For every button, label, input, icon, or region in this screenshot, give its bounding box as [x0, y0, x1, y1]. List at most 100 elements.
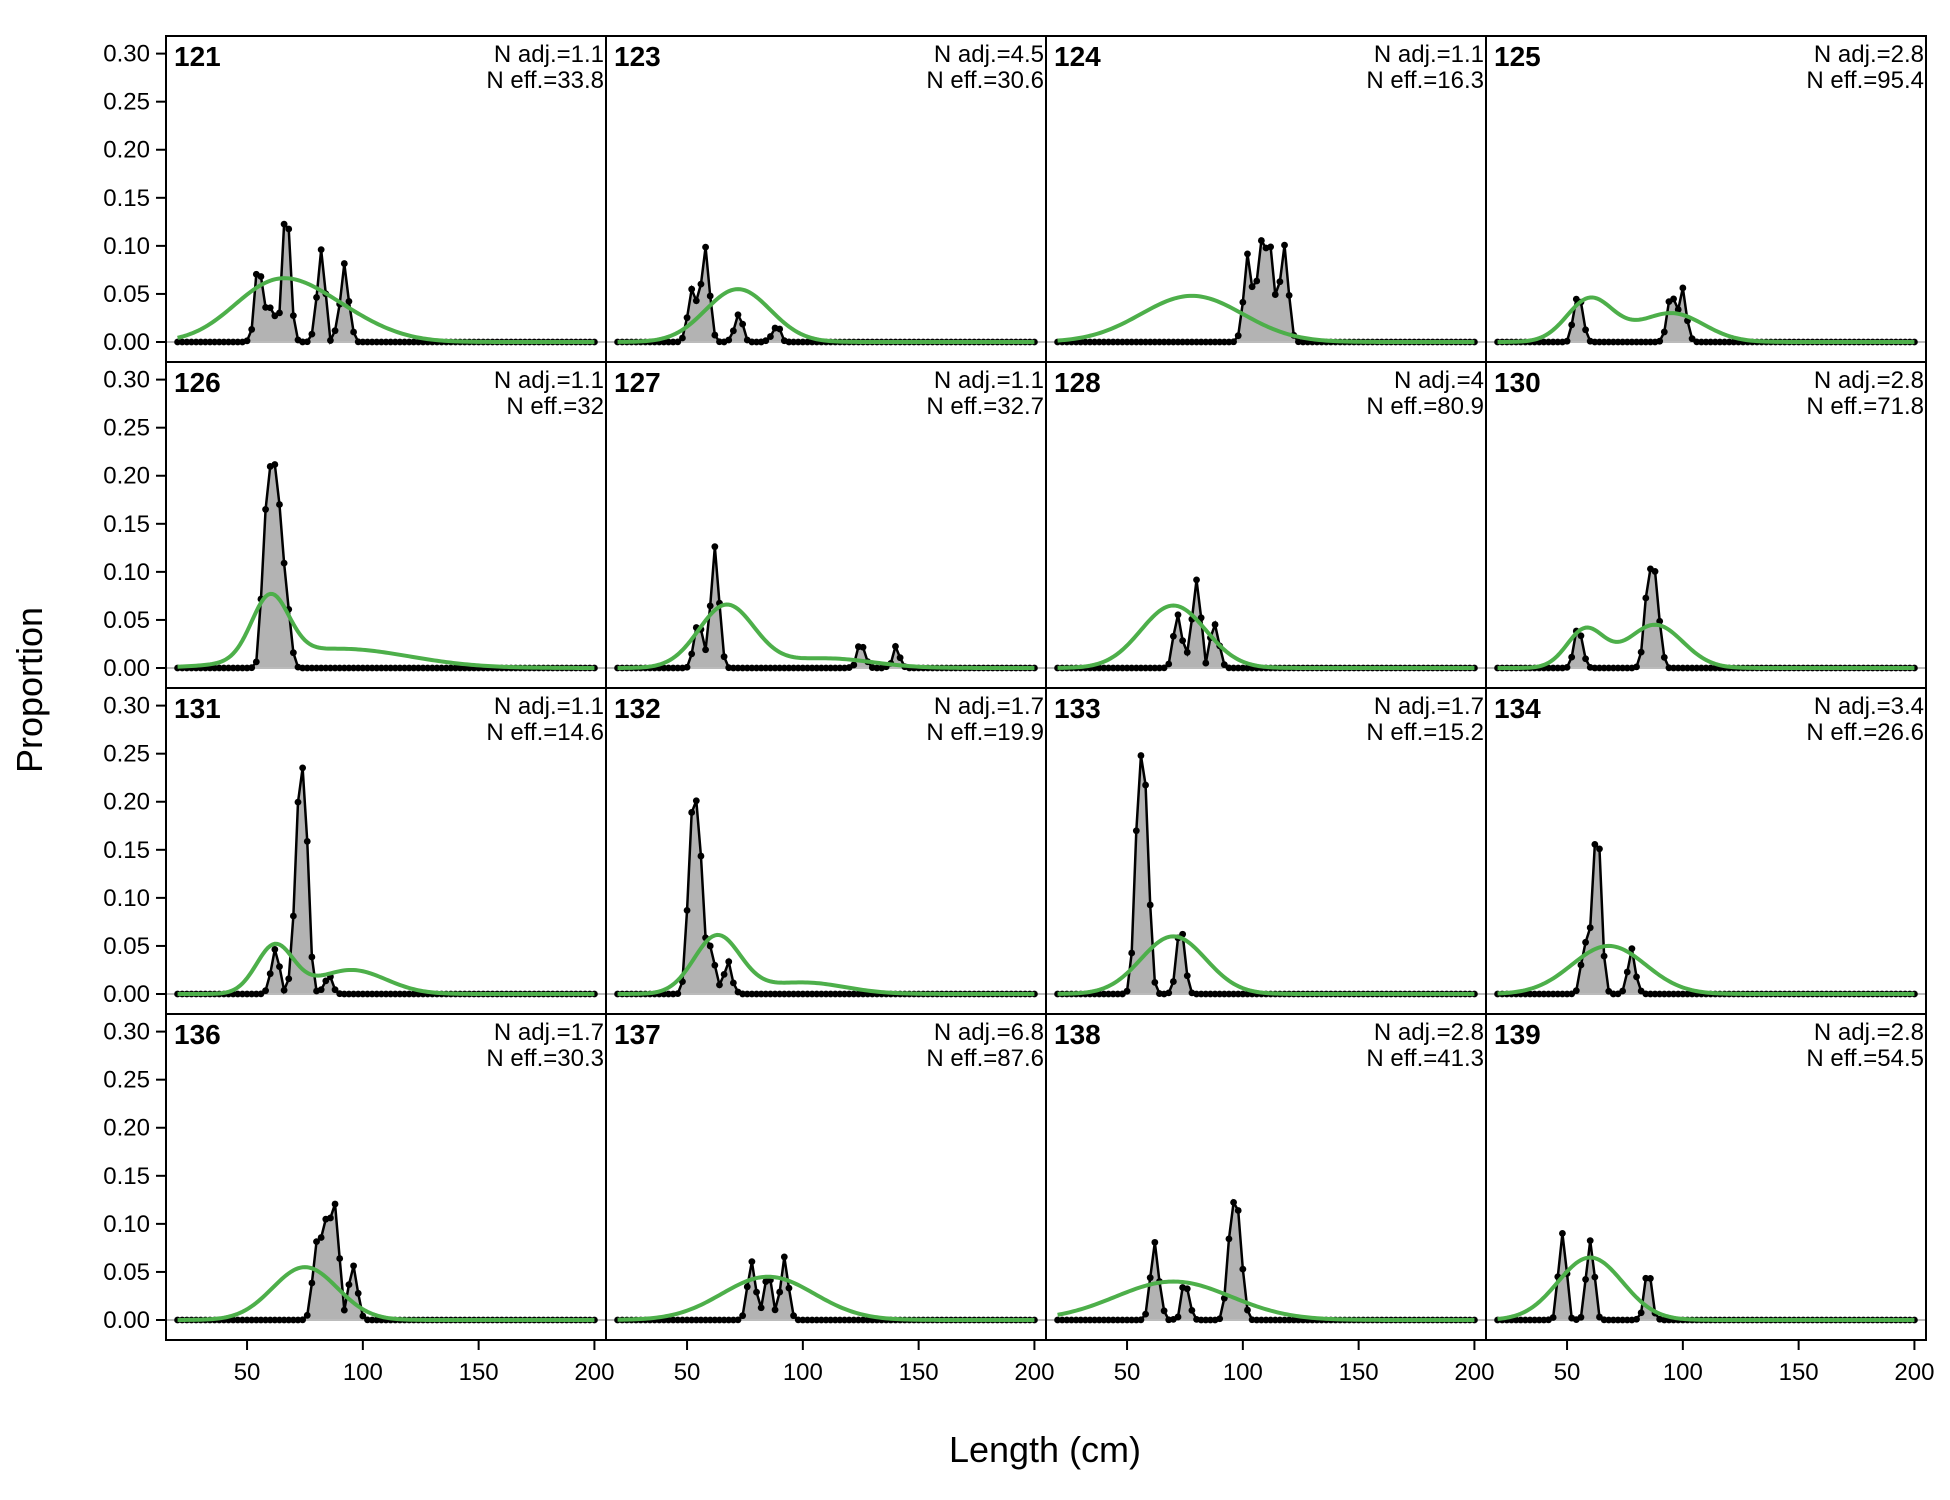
panel-id-label: 138 [1054, 1019, 1101, 1050]
observed-area [177, 224, 595, 342]
observed-point [1151, 979, 1159, 986]
panel-id-label: 124 [1054, 41, 1101, 72]
observed-point [1151, 1238, 1159, 1246]
y-tick-label: 0.25 [103, 89, 150, 116]
y-tick-label: 0.00 [103, 329, 150, 356]
n-adj-label: N adj.=1.7 [934, 693, 1044, 720]
observed-point [1183, 1285, 1191, 1293]
observed-point [1628, 945, 1636, 953]
y-tick-label: 0.25 [103, 1067, 150, 1094]
y-tick-label: 0.10 [103, 233, 150, 260]
observed-point [248, 664, 256, 672]
observed-point [692, 297, 700, 305]
n-eff-label: N eff.=19.9 [926, 719, 1044, 746]
observed-point [1216, 1315, 1224, 1323]
n-eff-label: N eff.=33.8 [486, 67, 604, 94]
observed-point [1197, 614, 1205, 622]
observed-point [276, 309, 283, 317]
observed-point [1586, 924, 1594, 932]
observed-point [1146, 901, 1154, 909]
panel-132: 132 N adj.=1.7N eff.=19.9 [605, 687, 1047, 1015]
observed-line [177, 1203, 595, 1322]
n-adj-label: N adj.=1.1 [934, 367, 1044, 394]
x-tick-label: 200 [1014, 1359, 1054, 1386]
observed-line [1057, 579, 1475, 670]
observed-point [1679, 284, 1687, 292]
observed-point [294, 798, 302, 806]
panel-id-label: 123 [614, 41, 661, 72]
observed-point [1577, 961, 1585, 969]
observed-point [1633, 1315, 1640, 1323]
panel-134: 134 N adj.=3.4N eff.=26.6 [1485, 687, 1927, 1015]
n-adj-label: N adj.=4 [1394, 367, 1484, 394]
x-tick-label: 50 [234, 1359, 261, 1386]
observed-point [266, 304, 274, 312]
observed-point [688, 285, 696, 293]
panel-frame [1485, 1013, 1927, 1341]
observed-point [1660, 328, 1668, 336]
observed-point [702, 646, 709, 654]
n-adj-label: N adj.=1.1 [494, 367, 604, 394]
observed-point [317, 246, 325, 254]
observed-area [1057, 755, 1475, 994]
n-adj-label: N adj.=1.7 [494, 1019, 604, 1046]
n-adj-label: N adj.=1.7 [1374, 693, 1484, 720]
observed-point [1568, 321, 1576, 329]
n-eff-label: N eff.=32 [506, 393, 604, 420]
observed-point [1637, 1309, 1645, 1317]
n-eff-label: N eff.=95.4 [1806, 67, 1924, 94]
observed-point [1637, 648, 1645, 656]
observed-point [1132, 827, 1140, 835]
observed-area [177, 1204, 595, 1320]
x-tick-label: 150 [1779, 1359, 1819, 1386]
x-tick-label: 50 [674, 1359, 701, 1386]
n-eff-label: N eff.=41.3 [1366, 1045, 1484, 1072]
observed-point [1239, 298, 1247, 306]
panel-136: 136 N adj.=1.7N eff.=30.3 [165, 1013, 607, 1341]
observed-point [327, 337, 334, 344]
y-tick-label: 0.15 [103, 837, 150, 864]
x-tick-label: 100 [1223, 1359, 1263, 1386]
observed-line [617, 800, 1035, 996]
observed-point [313, 1238, 320, 1246]
observed-point [720, 970, 728, 978]
panel-125: 125 N adj.=2.8N eff.=95.4 [1485, 35, 1927, 363]
observed-point [1276, 278, 1284, 286]
observed-point [299, 1316, 307, 1324]
observed-line [1057, 1198, 1475, 1322]
observed-point [1183, 648, 1191, 656]
observed-point [1660, 653, 1668, 661]
observed-point [303, 1311, 311, 1319]
observed-point [331, 327, 339, 335]
observed-point [688, 809, 696, 816]
expected-line [1497, 943, 1915, 996]
observed-point [331, 986, 339, 994]
expected-line [617, 932, 1035, 996]
observed-point [743, 1283, 751, 1291]
observed-point [1586, 1237, 1594, 1245]
observed-point [1591, 840, 1599, 848]
observed-point [1619, 987, 1627, 995]
observed-point [271, 461, 279, 468]
observed-point [697, 852, 705, 860]
observed-point [711, 543, 719, 551]
observed-point [262, 987, 269, 995]
y-tick-label: 0.05 [103, 607, 150, 634]
observed-point [289, 649, 297, 657]
expected-line [617, 602, 1035, 670]
expected-line [177, 941, 595, 996]
y-tick-label: 0.10 [103, 885, 150, 912]
expected-line [1057, 603, 1475, 670]
observed-area [1057, 579, 1475, 668]
panel-126: 126 N adj.=1.1N eff.=32 [165, 361, 607, 689]
observed-point [1563, 337, 1571, 345]
observed-point [683, 906, 691, 914]
y-tick-label: 0.20 [103, 137, 150, 164]
panel-139: 139 N adj.=2.8N eff.=54.5 [1485, 1013, 1927, 1341]
y-tick-label: 0.15 [103, 1163, 150, 1190]
observed-point [850, 661, 858, 669]
observed-point [1230, 338, 1237, 346]
n-adj-label: N adj.=3.4 [1814, 693, 1924, 720]
panel-id-label: 121 [174, 41, 221, 72]
panel-id-label: 139 [1494, 1019, 1541, 1050]
